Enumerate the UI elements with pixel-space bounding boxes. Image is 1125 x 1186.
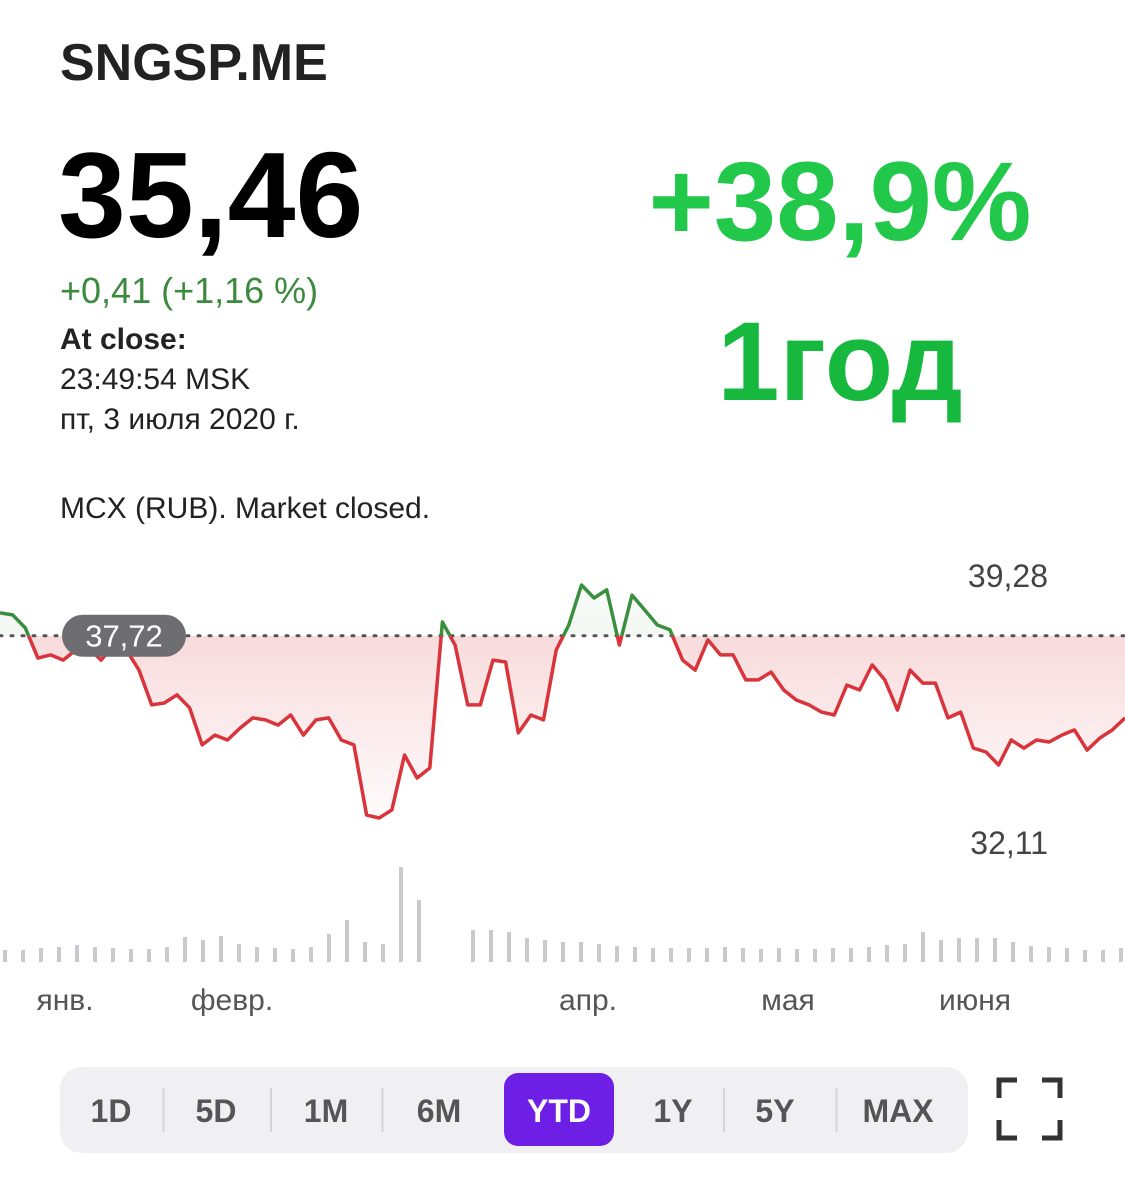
- volume-bar: [201, 940, 205, 962]
- volume-bar: [489, 930, 493, 962]
- volume-bar: [183, 937, 187, 962]
- range-button[interactable]: 1Y: [653, 1093, 692, 1129]
- volume-bar: [525, 938, 529, 962]
- range-button-selected[interactable]: [504, 1073, 614, 1146]
- volume-bar: [777, 948, 781, 962]
- volume-bar: [363, 942, 367, 962]
- volume-bar: [471, 930, 475, 962]
- volume-bar: [885, 945, 889, 962]
- volume-bar: [597, 944, 601, 962]
- volume-bar: [273, 948, 277, 962]
- volume-bar: [561, 942, 565, 962]
- volume-bar: [129, 949, 133, 962]
- volume-bar: [507, 932, 511, 962]
- range-button[interactable]: 5D: [196, 1093, 237, 1129]
- volume-bar: [21, 950, 25, 962]
- volume-bar: [795, 949, 799, 962]
- volume-bar: [669, 948, 673, 962]
- volume-bar: [831, 948, 835, 962]
- range-button[interactable]: 1D: [91, 1093, 132, 1129]
- range-button[interactable]: 5Y: [755, 1093, 794, 1129]
- reference-pill: [62, 614, 186, 657]
- volume-bar: [93, 947, 97, 962]
- volume-bar: [543, 940, 547, 962]
- reference-label: 37,72: [85, 619, 163, 654]
- volume-bar: [345, 920, 349, 962]
- area-above: [0, 585, 673, 636]
- status-label: At close:: [60, 323, 187, 356]
- volume-bar: [1029, 946, 1033, 962]
- volume-bar: [705, 948, 709, 962]
- price-line-down: [26, 635, 1125, 820]
- volume-bar: [255, 947, 259, 962]
- range-button[interactable]: 1M: [304, 1093, 348, 1129]
- price: 35,46: [58, 127, 363, 263]
- volume-bar: [651, 948, 655, 962]
- market-status: MCX (RUB). Market closed.: [60, 492, 430, 525]
- volume-bar: [147, 949, 151, 962]
- volume-bar: [111, 948, 115, 962]
- volume-bar: [723, 947, 727, 962]
- volume-bar: [579, 942, 583, 962]
- volume-bar: [57, 947, 61, 962]
- range-button[interactable]: MAX: [862, 1093, 934, 1129]
- volume-bar: [849, 948, 853, 962]
- volume-bar: [381, 944, 385, 962]
- close-date: пт, 3 июля 2020 г.: [60, 403, 300, 436]
- volume-bar: [1083, 950, 1087, 962]
- change: +0,41 (+1,16 %): [60, 270, 318, 311]
- volume-bar: [219, 936, 223, 962]
- y-tick-label: 39,28: [968, 558, 1048, 594]
- volume-bar: [39, 948, 43, 962]
- volume-bar: [867, 947, 871, 962]
- volume-bar: [813, 949, 817, 962]
- volume-bar: [903, 944, 907, 962]
- area-below: [0, 635, 1125, 818]
- volume-bar: [3, 950, 7, 962]
- volume-bar: [921, 932, 925, 962]
- volume-bar: [939, 940, 943, 962]
- volume-bar: [687, 948, 691, 962]
- close-time: 23:49:54 MSK: [60, 363, 250, 396]
- volume-bar: [417, 900, 421, 962]
- volume-bar: [759, 949, 763, 962]
- volume-bar: [75, 945, 79, 962]
- volume-bar: [741, 948, 745, 962]
- volume-bar: [633, 947, 637, 962]
- volume-bar: [291, 949, 295, 962]
- volume-bar: [975, 938, 979, 962]
- x-axis-label: апр.: [559, 984, 617, 1017]
- y-tick-label: 32,11: [970, 825, 1048, 861]
- x-axis-label: июня: [939, 984, 1011, 1017]
- range-button[interactable]: 6M: [417, 1093, 461, 1129]
- volume-bar: [615, 946, 619, 962]
- x-axis-label: янв.: [36, 984, 93, 1017]
- gain-overlay: +38,9%: [649, 139, 1032, 264]
- volume-bar: [399, 867, 403, 962]
- volume-bar: [993, 938, 997, 962]
- period-overlay: 1год: [717, 299, 963, 424]
- volume-bar: [1011, 942, 1015, 962]
- volume-bar: [237, 944, 241, 962]
- volume-bar: [165, 947, 169, 962]
- ticker: SNGSP.ME: [60, 34, 328, 92]
- volume-bar: [309, 947, 313, 962]
- volume-bar: [1047, 947, 1051, 962]
- volume-bar: [1065, 948, 1069, 962]
- volume-bar: [957, 938, 961, 962]
- volume-bar: [327, 934, 331, 962]
- fullscreen-icon[interactable]: [996, 1077, 1063, 1141]
- x-axis-label: февр.: [191, 984, 273, 1017]
- x-axis-label: мая: [761, 984, 815, 1017]
- volume-bar: [1101, 950, 1105, 962]
- range-button[interactable]: YTD: [527, 1093, 591, 1129]
- volume-bar: [1119, 948, 1123, 962]
